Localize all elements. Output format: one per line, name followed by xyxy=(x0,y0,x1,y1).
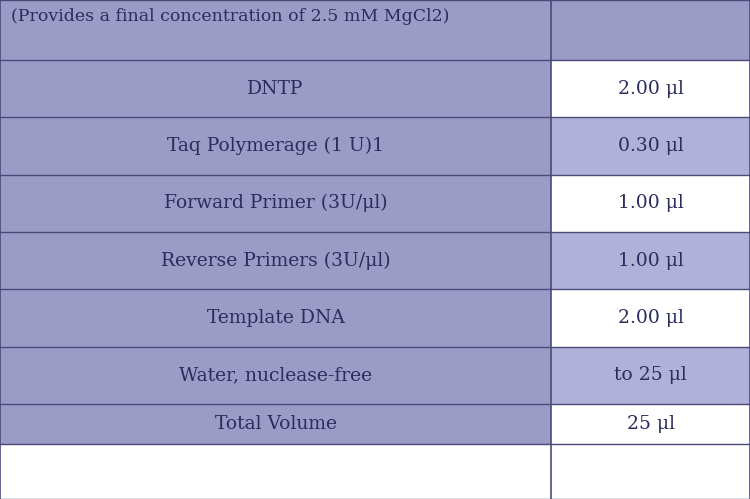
Bar xyxy=(0,117,551,175)
Bar xyxy=(551,175,750,232)
Text: Forward Primer (3U/μl): Forward Primer (3U/μl) xyxy=(164,194,388,213)
Text: Water, nuclease-free: Water, nuclease-free xyxy=(179,366,372,385)
Text: 0.30 μl: 0.30 μl xyxy=(618,137,683,155)
Bar xyxy=(551,347,750,404)
Bar xyxy=(0,175,551,232)
Text: DNTP: DNTP xyxy=(248,79,304,98)
Bar xyxy=(0,289,551,347)
Text: 1.00 μl: 1.00 μl xyxy=(618,194,683,213)
Bar xyxy=(0,0,551,60)
Text: Taq Polymerage (1 U)1: Taq Polymerage (1 U)1 xyxy=(167,137,384,155)
Text: 1.00 μl: 1.00 μl xyxy=(618,251,683,270)
Text: Template DNA: Template DNA xyxy=(207,309,344,327)
Bar xyxy=(0,232,551,289)
Text: to 25 μl: to 25 μl xyxy=(614,366,687,385)
Bar xyxy=(551,232,750,289)
Bar xyxy=(551,289,750,347)
Text: 2.00 μl: 2.00 μl xyxy=(618,309,683,327)
Bar xyxy=(0,347,551,404)
Bar xyxy=(551,60,750,117)
Text: 2.00 μl: 2.00 μl xyxy=(618,79,683,98)
Text: 25 μl: 25 μl xyxy=(627,415,675,433)
Bar xyxy=(551,404,750,444)
Text: Total Volume: Total Volume xyxy=(214,415,337,433)
Bar xyxy=(0,404,551,444)
Text: Reverse Primers (3U/μl): Reverse Primers (3U/μl) xyxy=(160,251,391,270)
Bar xyxy=(551,117,750,175)
Text: (Provides a final concentration of 2.5 mM MgCl2): (Provides a final concentration of 2.5 m… xyxy=(11,7,450,25)
Bar xyxy=(0,60,551,117)
Bar xyxy=(551,0,750,60)
